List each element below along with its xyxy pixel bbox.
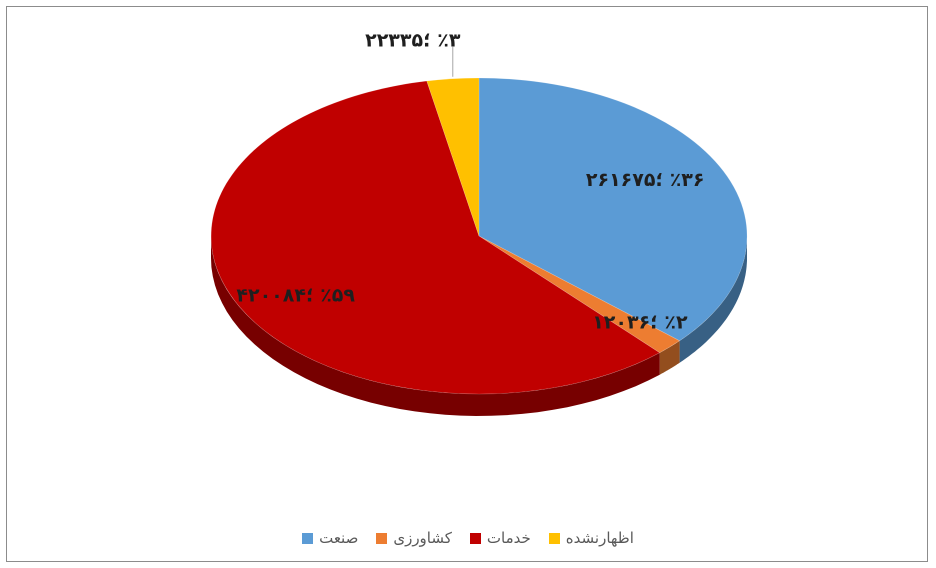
legend-swatch [302, 532, 314, 544]
legend-swatch [548, 532, 560, 544]
pie-data-label-0: ٪۳۶ ؛۲۶۱۶۷۵ [586, 169, 705, 191]
legend-label: اظهارنشده [565, 529, 634, 547]
legend-item-0: اظهارنشده [548, 529, 634, 547]
pie-side-0 [679, 236, 747, 363]
pie-data-label-1: ٪۲ ؛۱۲۰۳۶ [592, 311, 688, 333]
legend-item-2: کشاورزی [376, 529, 452, 547]
pie-tops [210, 77, 748, 395]
legend-swatch [376, 532, 388, 544]
pie-data-label-3: ٪۳ ؛۲۲۳۳۵ [365, 29, 461, 51]
pie-side-2 [211, 236, 660, 416]
pie-side-1 [659, 340, 680, 375]
legend-swatch [469, 532, 481, 544]
pie-sides [211, 236, 747, 416]
pie-slice-0 [478, 77, 748, 342]
pie-slice-2 [210, 80, 661, 395]
pie-slice-3 [426, 77, 480, 237]
pie-data-label-2: ٪۵۹ ؛۴۲۰۰۸۴ [236, 285, 355, 307]
legend-label: صنعت [319, 529, 359, 547]
pie-slice-1 [478, 235, 681, 354]
legend-item-3: صنعت [302, 529, 358, 547]
legend-label: خدمات [486, 529, 531, 547]
legend-item-1: خدمات [469, 529, 531, 547]
chart-legend: اظهارنشده خدمات کشاورزی صنعت [0, 526, 936, 550]
legend-label: کشاورزی [393, 529, 452, 547]
pie-labels: ٪۳۶ ؛۲۶۱۶۷۵ ٪۲ ؛۱۲۰۳۶ ٪۵۹ ؛۴۲۰۰۸۴ ٪۳ ؛۲۲۳۳۵ [236, 29, 704, 333]
